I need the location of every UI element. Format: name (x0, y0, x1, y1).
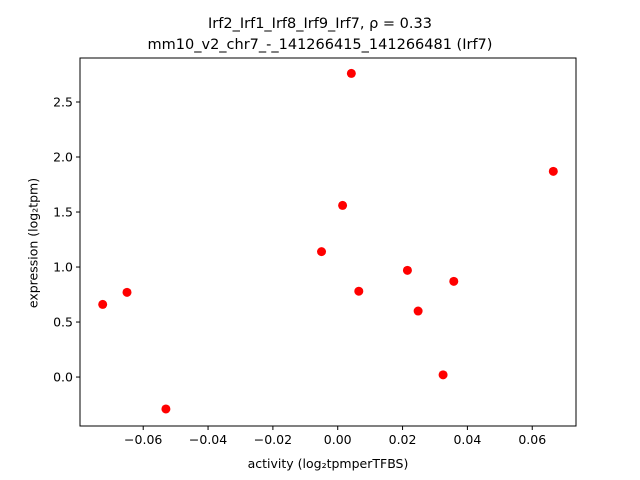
data-point-6 (346, 68, 356, 78)
data-point-10 (438, 370, 448, 380)
y-tick-label: 2.0 (53, 150, 73, 165)
data-point-3 (161, 404, 171, 414)
chart-title-line1: Irf2_Irf1_Irf8_Irf9_Irf7, ρ = 0.33 (208, 16, 432, 32)
data-point-11 (449, 276, 459, 286)
data-point-4 (317, 247, 327, 257)
data-point-8 (402, 265, 412, 275)
x-tick-label: −0.02 (254, 432, 292, 447)
x-tick-label: 0.04 (453, 432, 481, 447)
data-point-1 (98, 299, 108, 309)
y-tick-label: 0.0 (53, 370, 73, 385)
y-axis-label: expression (log₂tpm) (25, 177, 41, 309)
data-point-2 (122, 287, 132, 297)
plot-frame (79, 57, 577, 427)
chart-title-line2: mm10_v2_chr7_-_141266415_141266481 (Irf7… (147, 37, 493, 53)
x-tick-label: 0.06 (518, 432, 546, 447)
data-point-7 (354, 286, 364, 296)
y-tick-label: 1.0 (53, 260, 73, 275)
x-tick-label: −0.04 (189, 432, 227, 447)
x-tick-label: −0.06 (124, 432, 162, 447)
y-tick-label: 1.5 (53, 205, 73, 220)
x-tick-label: 0.02 (389, 432, 417, 447)
y-tick-label: 2.5 (53, 95, 73, 110)
x-tick-label: 0.00 (324, 432, 352, 447)
y-tick-label: 0.5 (53, 315, 73, 330)
data-point-5 (338, 200, 348, 210)
data-point-12 (548, 166, 558, 176)
data-point-9 (413, 306, 423, 316)
x-axis-label: activity (log₂tpmperTFBS) (247, 456, 409, 471)
